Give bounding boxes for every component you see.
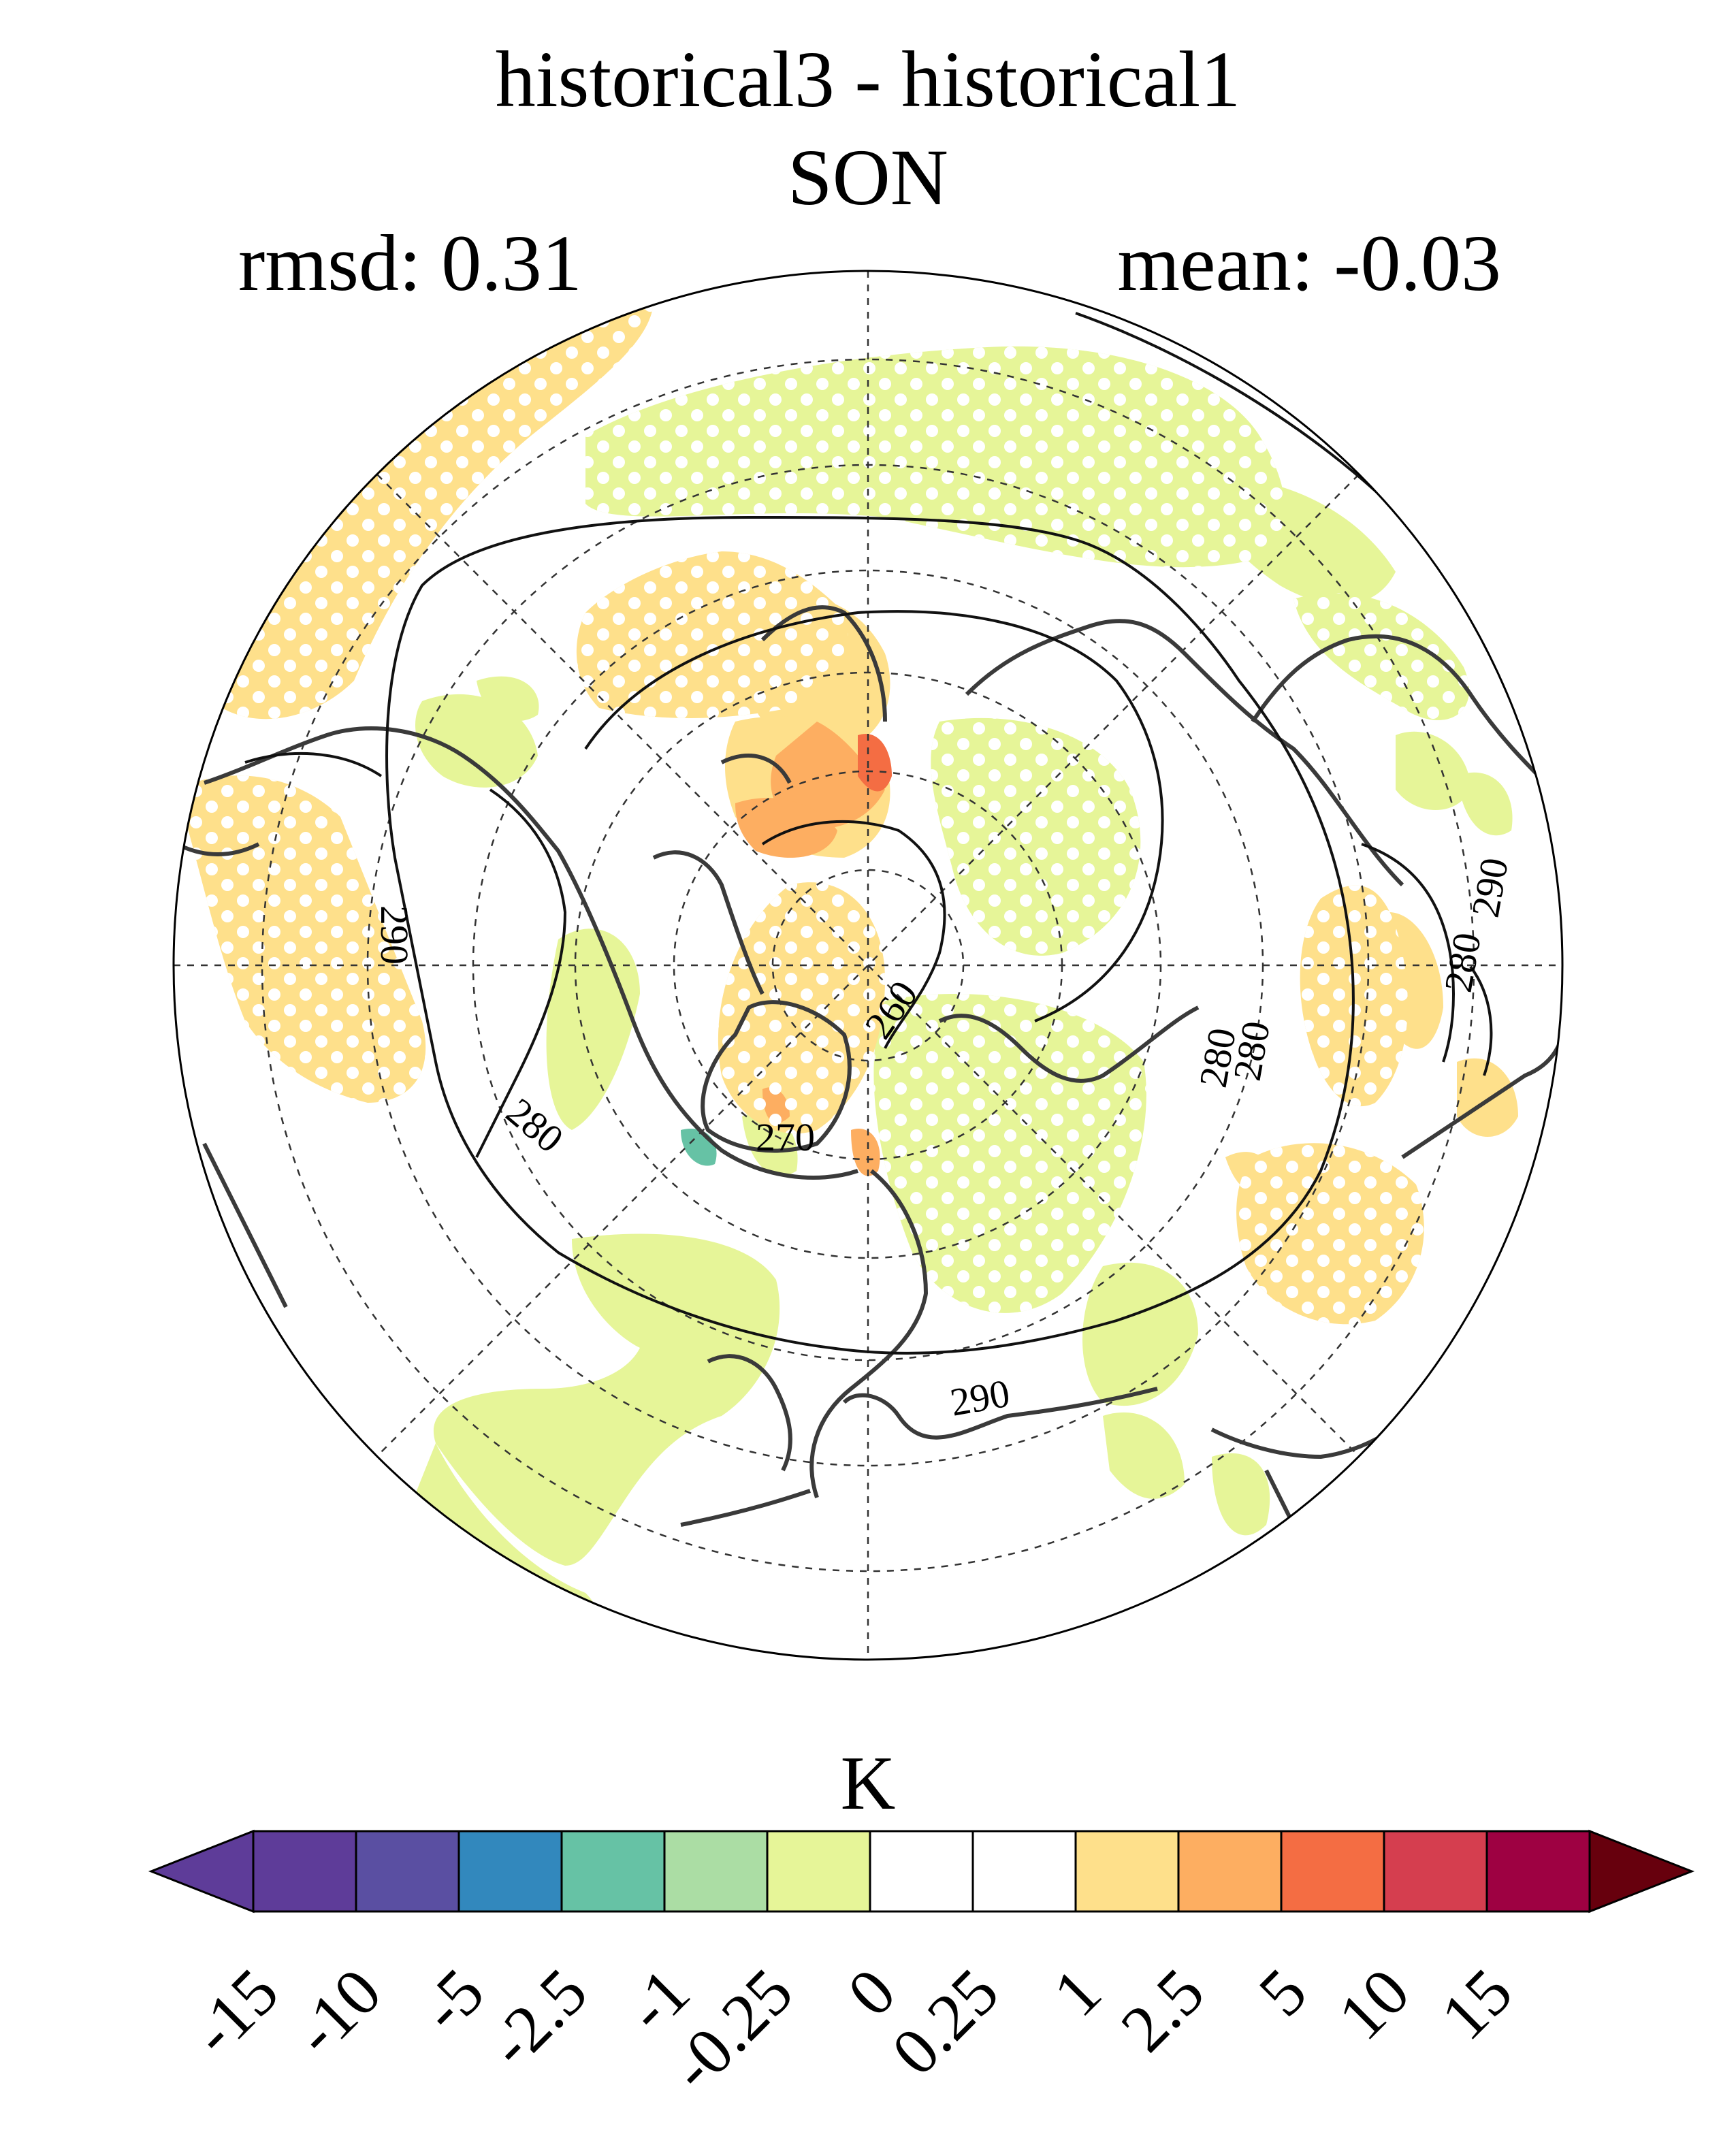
- colorbar-bin: [560, 1830, 666, 1913]
- colorbar-unit: K: [840, 1741, 896, 1826]
- colorbar-bin: [1383, 1830, 1488, 1913]
- colorbar-bin: [1074, 1830, 1180, 1913]
- colorbar-bin: [971, 1830, 1077, 1913]
- rmsd-stat: rmsd: 0.31: [238, 219, 582, 308]
- graticule: [174, 271, 1562, 1660]
- contour-label: 280: [1225, 1018, 1279, 1084]
- contour-label: 280: [1436, 929, 1490, 995]
- coastlines: [176, 605, 1562, 1635]
- contour-label: 280: [1191, 1024, 1244, 1091]
- contour-labels: 290 280 260 270 280 280 290 290 280: [372, 854, 1517, 1425]
- colorbar-extend-high: [1588, 1829, 1695, 1914]
- contour-label: 290: [1463, 854, 1517, 920]
- colorbar-bin: [355, 1830, 460, 1913]
- contour-label: 290: [372, 905, 417, 965]
- colorbar-bin: [1177, 1830, 1283, 1913]
- colorbar-bin: [869, 1830, 974, 1913]
- colorbar-bin: [766, 1830, 871, 1913]
- colorbar-bin: [457, 1830, 563, 1913]
- colorbar-bin: [1280, 1830, 1385, 1913]
- colorbar-bin: [663, 1830, 769, 1913]
- mean-stat: mean: -0.03: [1117, 219, 1501, 308]
- contour-label: 290: [947, 1371, 1013, 1425]
- colorbar-extend-low: [148, 1829, 255, 1914]
- significance-stipple: [177, 298, 1469, 1325]
- map-boundary: [172, 270, 1564, 1661]
- colorbar-bin: [252, 1830, 357, 1913]
- contour-label: 270: [756, 1115, 815, 1159]
- colorbar: [148, 1829, 1695, 1914]
- colorbar-bin: [1485, 1830, 1591, 1913]
- season-label: SON: [787, 133, 949, 222]
- plot-title: historical3 - historical1: [495, 35, 1241, 124]
